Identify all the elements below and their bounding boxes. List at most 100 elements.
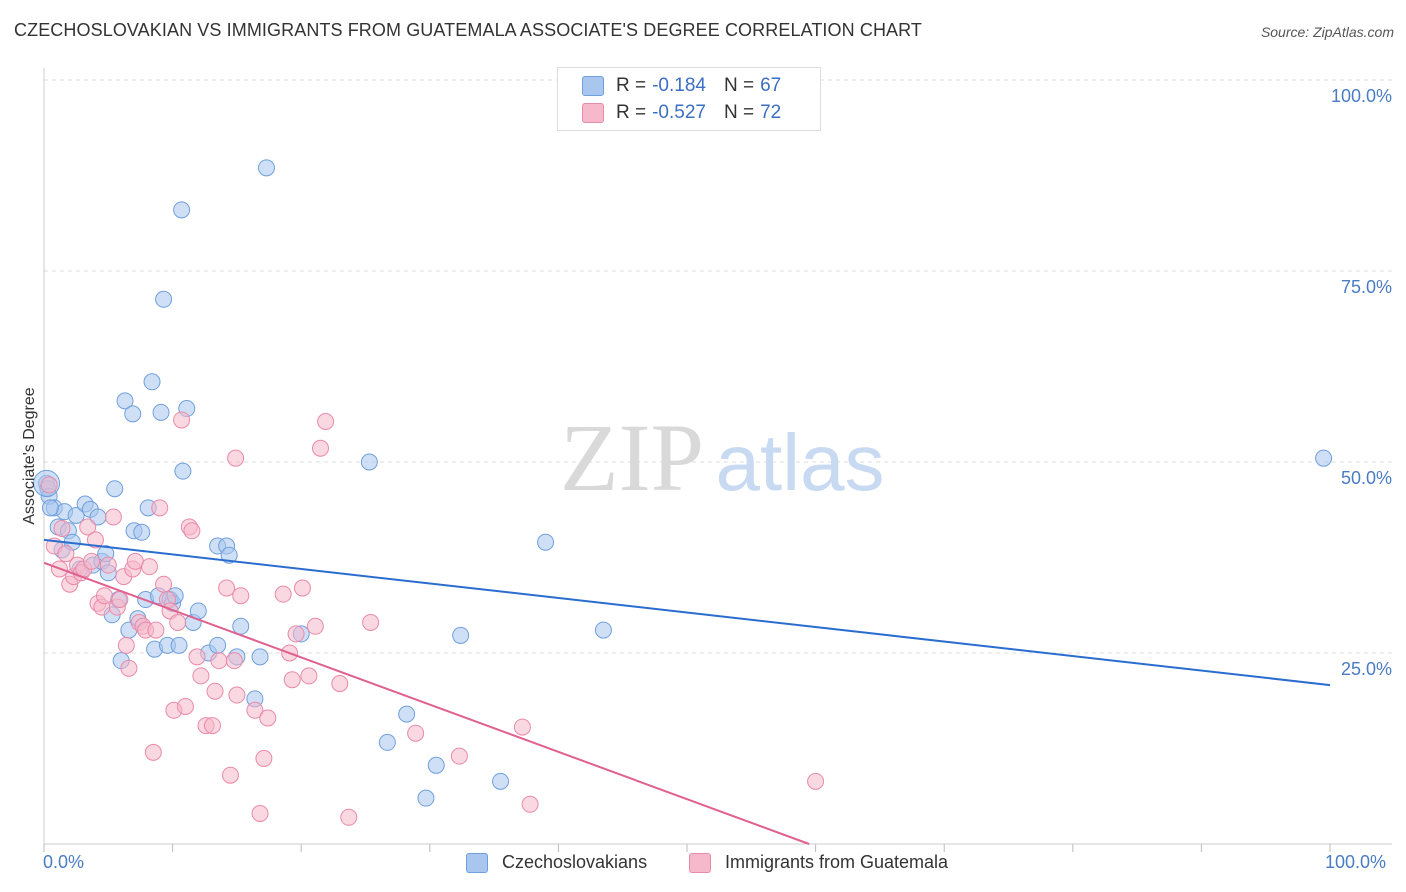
data-point: [203, 717, 221, 735]
x-tick-100: 100.0%: [1325, 852, 1387, 872]
pink-swatch: [582, 103, 604, 123]
data-point: [225, 652, 243, 670]
data-point: [86, 531, 104, 549]
data-point: [170, 636, 188, 654]
legend-item-czechoslovakians[interactable]: Czechoslovakians: [466, 852, 647, 873]
stats-legend: R = -0.184 N = 67 R = -0.527 N = 72: [557, 67, 821, 131]
data-point: [120, 659, 138, 677]
axes: [43, 68, 1392, 852]
data-point: [293, 579, 311, 597]
data-point: [283, 671, 301, 689]
data-point: [155, 575, 173, 593]
data-point: [57, 545, 75, 563]
data-point: [41, 499, 59, 517]
data-point: [362, 613, 380, 631]
data-point: [257, 159, 275, 177]
data-point: [140, 558, 158, 576]
series-guatemala: [40, 411, 825, 826]
data-point: [452, 626, 470, 644]
legend-label: Immigrants from Guatemala: [725, 852, 949, 872]
data-point: [133, 523, 151, 541]
data-point: [206, 682, 224, 700]
y-axis-label: Associate's Degree: [21, 387, 38, 525]
data-point: [220, 546, 238, 564]
data-point: [521, 795, 539, 813]
data-point: [155, 290, 173, 308]
data-point: [537, 533, 555, 551]
watermark-atlas: atlas: [716, 418, 885, 507]
data-point: [67, 506, 85, 524]
data-point: [255, 749, 273, 767]
data-point: [192, 667, 210, 685]
data-point: [221, 766, 239, 784]
data-point: [79, 518, 97, 536]
legend-n-value: 72: [760, 102, 782, 123]
data-point: [40, 476, 58, 494]
data-point: [104, 508, 122, 526]
trend-line-czechoslovakians: [43, 538, 1331, 687]
gridlines: [44, 79, 1392, 654]
data-point: [450, 747, 468, 765]
data-point: [209, 636, 227, 654]
data-point: [53, 519, 71, 537]
y-tick-100: 100.0%: [1330, 86, 1392, 106]
data-point: [317, 413, 335, 431]
data-point: [152, 403, 170, 421]
data-point: [807, 772, 825, 790]
trend-line-guatemala: [43, 561, 810, 845]
blue-swatch: [582, 76, 604, 96]
data-point: [427, 756, 445, 774]
data-point: [106, 480, 124, 498]
data-point: [417, 789, 435, 807]
pink-swatch: [689, 852, 711, 873]
data-point: [398, 705, 416, 723]
data-point: [300, 667, 318, 685]
x-tick-0: 0.0%: [43, 852, 85, 872]
data-point: [99, 556, 117, 574]
data-point: [188, 648, 206, 666]
legend-r-value: -0.184: [652, 75, 706, 96]
data-point: [492, 772, 510, 790]
data-point: [287, 625, 305, 643]
data-point: [232, 617, 250, 635]
y-tick-50: 50.0%: [1340, 468, 1392, 488]
data-point: [173, 201, 191, 219]
data-point: [169, 613, 187, 631]
data-point: [232, 587, 250, 605]
data-point: [210, 652, 228, 670]
data-point: [116, 392, 134, 410]
legend-r-value: -0.527: [652, 102, 706, 123]
data-point: [144, 743, 162, 761]
data-point: [147, 621, 165, 639]
data-point: [151, 499, 169, 517]
data-point: [331, 675, 349, 693]
legend-r-label: R =: [616, 75, 647, 96]
watermark-zip: ZIP: [560, 404, 704, 511]
y-tick-75: 75.0%: [1340, 277, 1392, 297]
data-point: [594, 621, 612, 639]
data-point: [246, 701, 264, 719]
data-point: [513, 718, 531, 736]
data-point: [306, 617, 324, 635]
source-label: Source: ZipAtlas.com: [1260, 24, 1394, 40]
data-point: [378, 733, 396, 751]
legend-n-value: 67: [760, 75, 782, 96]
data-point: [174, 462, 192, 480]
trend-lines: [43, 538, 1331, 845]
y-tick-25: 25.0%: [1340, 659, 1392, 679]
data-point: [124, 405, 142, 423]
legend-r-label: R =: [616, 102, 647, 123]
data-point: [111, 591, 129, 609]
data-point: [228, 686, 246, 704]
legend-item-guatemala[interactable]: Immigrants from Guatemala: [689, 852, 948, 873]
legend-row-czechoslovakians: R = -0.184 N = 67: [582, 74, 781, 98]
data-point: [227, 449, 245, 467]
data-point: [126, 552, 144, 570]
data-point: [407, 724, 425, 742]
data-point: [251, 648, 269, 666]
data-point: [259, 709, 277, 727]
chart-title: CZECHOSLOVAKIAN VS IMMIGRANTS FROM GUATE…: [14, 20, 923, 40]
data-point: [143, 373, 161, 391]
data-point: [251, 804, 269, 822]
